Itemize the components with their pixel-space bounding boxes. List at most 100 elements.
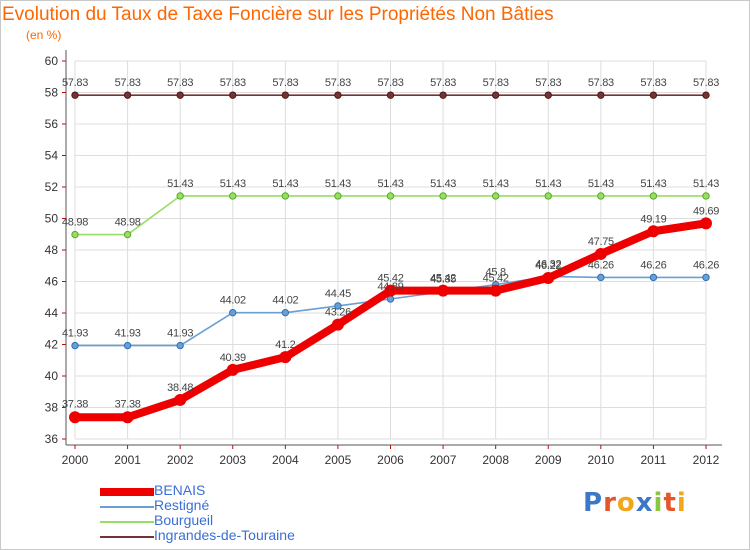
data-point xyxy=(71,91,79,99)
data-label: 57.83 xyxy=(62,77,88,89)
data-label: 41.93 xyxy=(115,328,141,340)
data-point xyxy=(121,411,134,424)
legend-swatch xyxy=(100,536,154,538)
data-label: 41.2 xyxy=(275,339,295,351)
data-label: 46.26 xyxy=(640,259,666,271)
data-point xyxy=(597,273,605,282)
legend-item: Bourgueil xyxy=(100,513,360,529)
data-label: 45.42 xyxy=(430,273,456,285)
data-point xyxy=(437,284,450,297)
y-tick-label: 56 xyxy=(45,117,59,131)
data-label: 41.93 xyxy=(167,328,193,340)
data-point xyxy=(334,91,342,99)
legend-swatch xyxy=(100,521,154,523)
logo-letter: P xyxy=(583,488,604,518)
y-tick-label: 58 xyxy=(45,86,59,100)
data-point xyxy=(594,247,607,260)
data-label: 46.22 xyxy=(535,260,561,272)
data-point xyxy=(544,192,552,200)
data-label: 44.02 xyxy=(220,295,246,307)
data-point xyxy=(700,217,712,230)
data-label: 57.83 xyxy=(640,77,666,89)
logo-letter: i xyxy=(676,488,687,518)
chart-title: Evolution du Taux de Taxe Foncière sur l… xyxy=(2,4,554,25)
data-label: 51.43 xyxy=(483,178,509,190)
data-point xyxy=(71,230,79,239)
data-point xyxy=(229,192,237,200)
data-label: 57.83 xyxy=(588,77,614,89)
data-point xyxy=(281,192,290,200)
data-point xyxy=(597,192,605,200)
x-tick-label: 2002 xyxy=(167,453,194,467)
legend-label: BENAIS xyxy=(154,482,206,498)
data-label: 48.98 xyxy=(62,217,88,229)
data-label: 44.89 xyxy=(377,281,403,293)
data-label: 57.83 xyxy=(325,77,351,89)
data-point xyxy=(331,318,344,331)
data-point xyxy=(542,272,555,285)
data-point xyxy=(702,192,710,200)
y-tick-label: 46 xyxy=(45,275,59,289)
legend: BENAIS Restigné Bourgueil Ingrandes-de-Tour… xyxy=(100,482,360,544)
y-tick-label: 48 xyxy=(45,243,59,257)
x-tick-label: 2001 xyxy=(114,453,141,467)
y-tick-label: 60 xyxy=(45,54,59,68)
data-label: 57.83 xyxy=(272,77,298,89)
data-point xyxy=(281,308,290,317)
data-label: 51.43 xyxy=(693,178,719,190)
y-tick-label: 50 xyxy=(45,212,59,226)
data-point xyxy=(647,225,660,238)
x-tick-label: 2009 xyxy=(535,453,562,467)
logo-letter: r xyxy=(603,488,617,518)
data-label: 41.93 xyxy=(62,328,88,340)
logo-letter: o xyxy=(616,488,636,518)
data-label: 47.75 xyxy=(588,236,614,248)
y-tick-label: 38 xyxy=(45,401,59,415)
x-tick-label: 2003 xyxy=(219,453,246,467)
legend-item: Restigné xyxy=(100,498,360,514)
y-tick-label: 54 xyxy=(45,149,59,163)
data-label: 57.83 xyxy=(115,77,141,89)
data-label: 45.35 xyxy=(430,274,456,286)
data-point xyxy=(491,91,500,99)
data-label: 49.19 xyxy=(640,213,666,225)
data-point xyxy=(281,91,290,99)
data-label: 51.43 xyxy=(220,178,246,190)
x-tick-label: 2006 xyxy=(377,453,404,467)
data-label: 43.26 xyxy=(325,307,351,319)
data-label: 57.83 xyxy=(377,77,403,89)
x-tick-label: 2000 xyxy=(62,453,89,467)
y-tick-label: 36 xyxy=(45,432,59,446)
x-tick-label: 2008 xyxy=(482,453,509,467)
logo-letter: x xyxy=(635,488,654,518)
legend-swatch xyxy=(100,506,154,508)
x-tick-label: 2011 xyxy=(641,453,667,467)
data-point xyxy=(71,341,79,350)
axis-layer: 36 38 40 42 44 46 48 50 52 54 56 58 60 2000 2001 2002 20… xyxy=(45,50,722,467)
data-label: 51.43 xyxy=(430,178,456,190)
data-label: 46.26 xyxy=(693,259,719,271)
data-label: 57.83 xyxy=(220,77,246,89)
y-tick-label: 40 xyxy=(45,369,59,383)
data-point xyxy=(491,192,500,200)
logo-letter: t xyxy=(663,488,677,518)
data-point xyxy=(439,192,447,200)
data-point xyxy=(334,302,342,310)
data-label: 45.8 xyxy=(486,267,506,279)
x-tick-label: 2004 xyxy=(272,453,299,467)
y-tick-label: 52 xyxy=(45,180,59,194)
data-label: 51.43 xyxy=(535,178,561,190)
data-label: 51.43 xyxy=(325,178,351,190)
data-point xyxy=(489,284,502,297)
data-point xyxy=(229,308,237,317)
data-point xyxy=(279,351,292,364)
data-point xyxy=(69,411,81,424)
data-label: 57.83 xyxy=(430,77,456,89)
legend-label: Ingrandes-de-Touraine xyxy=(154,527,295,543)
data-label: 51.43 xyxy=(640,178,666,190)
data-label: 51.43 xyxy=(272,178,298,190)
data-label: 38.48 xyxy=(167,382,193,394)
data-label: 49.69 xyxy=(693,205,719,217)
